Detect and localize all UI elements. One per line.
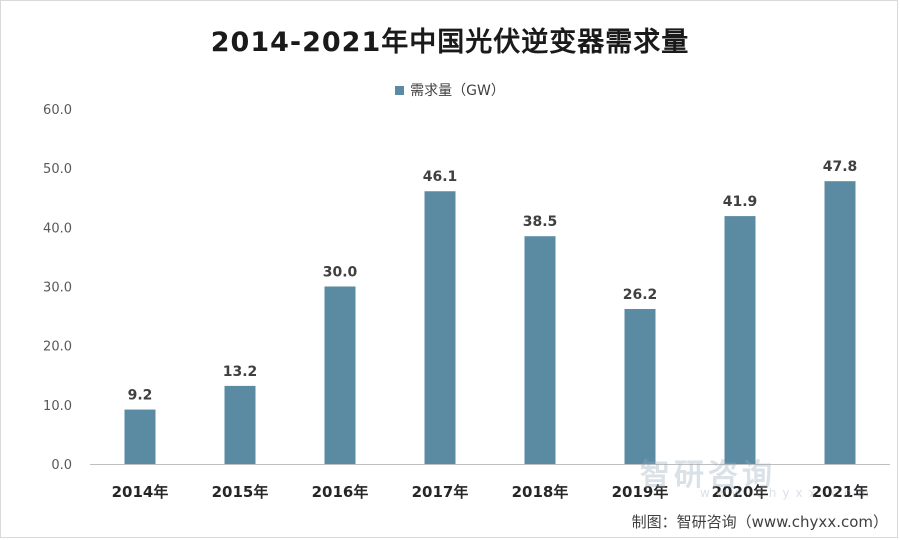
bar xyxy=(725,216,756,464)
y-tick-label: 60.0 xyxy=(43,103,72,118)
bar xyxy=(325,287,356,465)
bars xyxy=(125,181,856,464)
x-tick-label: 2017年 xyxy=(412,483,469,501)
bar xyxy=(425,191,456,464)
source-note: 制图：智研咨询（www.chyxx.com） xyxy=(632,511,888,532)
data-label: 9.2 xyxy=(128,388,153,404)
data-label: 46.1 xyxy=(423,169,458,185)
x-tick-label: 2016年 xyxy=(312,483,369,501)
data-label: 13.2 xyxy=(223,364,258,380)
x-tick-label: 2018年 xyxy=(512,483,569,501)
data-label: 41.9 xyxy=(723,194,758,210)
data-label: 47.8 xyxy=(823,159,858,175)
y-tick-label: 20.0 xyxy=(43,340,72,355)
bar xyxy=(825,181,856,464)
x-tick-label: 2014年 xyxy=(112,483,169,501)
bar xyxy=(125,410,156,464)
bar xyxy=(625,309,656,464)
data-label: 26.2 xyxy=(623,287,658,303)
data-label: 30.0 xyxy=(323,265,358,281)
x-tick-label: 2015年 xyxy=(212,483,269,501)
y-tick-label: 40.0 xyxy=(43,221,72,236)
bar xyxy=(225,386,256,464)
y-axis-ticks: 0.0 10.0 20.0 30.0 40.0 50.0 60.0 xyxy=(43,103,72,473)
data-label: 38.5 xyxy=(523,214,558,230)
watermark-url: www.chyxx.com xyxy=(700,486,875,500)
y-tick-label: 30.0 xyxy=(43,281,72,296)
bar xyxy=(525,236,556,464)
y-tick-label: 10.0 xyxy=(43,399,72,414)
y-tick-label: 0.0 xyxy=(51,458,72,473)
y-tick-label: 50.0 xyxy=(43,162,72,177)
